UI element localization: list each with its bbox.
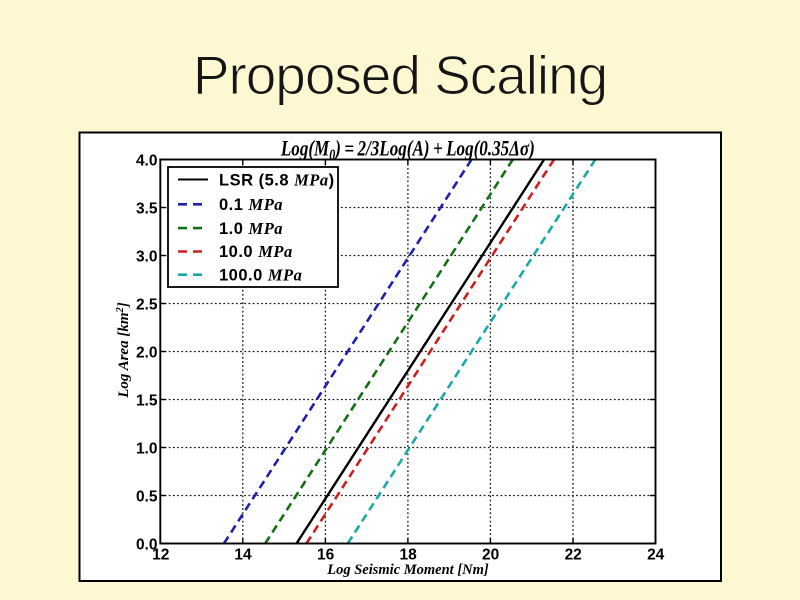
svg-text:24: 24: [647, 547, 665, 564]
svg-text:10.0 MPa: 10.0 MPa: [219, 242, 293, 261]
svg-text:12: 12: [152, 547, 169, 564]
svg-text:22: 22: [565, 547, 582, 564]
svg-text:Log Area [km2]: Log Area [km2]: [115, 302, 133, 399]
svg-text:LSR (5.8 MPa): LSR (5.8 MPa): [219, 170, 335, 189]
svg-text:4.0: 4.0: [136, 152, 158, 169]
svg-text:1.5: 1.5: [136, 392, 158, 409]
svg-text:100.0 MPa: 100.0 MPa: [219, 265, 302, 284]
svg-text:18: 18: [399, 547, 417, 564]
svg-text:1.0 MPa: 1.0 MPa: [219, 219, 283, 238]
svg-text:20: 20: [482, 547, 499, 564]
svg-text:0.1 MPa: 0.1 MPa: [219, 195, 283, 214]
svg-text:0.5: 0.5: [136, 488, 158, 505]
svg-text:2.5: 2.5: [136, 296, 158, 313]
svg-text:3.5: 3.5: [136, 200, 158, 217]
svg-text:3.0: 3.0: [136, 248, 158, 265]
svg-text:2.0: 2.0: [136, 344, 158, 361]
svg-text:1.0: 1.0: [136, 440, 158, 457]
svg-text:0.0: 0.0: [136, 536, 158, 553]
svg-text:Log Seismic Moment [Nm]: Log Seismic Moment [Nm]: [326, 562, 489, 578]
svg-text:14: 14: [234, 547, 252, 564]
svg-text:Log(M0) = 2/3Log(A) + Log(0.35: Log(M0) = 2/3Log(A) + Log(0.35Δσ): [280, 137, 535, 164]
svg-text:16: 16: [317, 547, 335, 564]
